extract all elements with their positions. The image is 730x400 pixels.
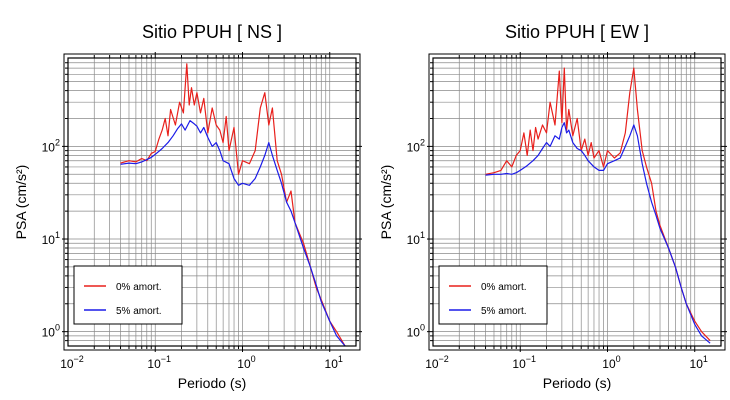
x-tick-label: 10−2	[60, 354, 84, 371]
outer-border	[63, 53, 361, 351]
y-tick-label: 101	[407, 230, 425, 247]
series-line-damped	[120, 119, 346, 346]
legend-box	[73, 265, 183, 325]
y-tick-label-exponent: 1	[55, 230, 60, 240]
y-tick-label: 102	[407, 137, 425, 154]
x-tick-label-base: 10	[690, 357, 704, 371]
y-tick-label: 102	[42, 137, 60, 154]
x-tick-label: 10−1	[147, 354, 171, 371]
x-tick-label-exponent: −1	[161, 354, 171, 364]
x-tick-label-exponent: −1	[526, 354, 536, 364]
x-tick-label-base: 10	[147, 357, 161, 371]
series-line-damped	[485, 122, 711, 344]
grid	[68, 58, 356, 346]
x-tick-label-base: 10	[60, 357, 74, 371]
y-axis-label: PSA (cm/s²)	[378, 165, 394, 240]
legend-label: 5% amort.	[116, 306, 162, 317]
y-tick-label: 100	[42, 323, 60, 340]
legend-box	[438, 265, 548, 325]
series-group	[485, 67, 711, 344]
x-tick-label-exponent: 0	[251, 354, 256, 364]
y-axis-label: PSA (cm/s²)	[13, 165, 29, 240]
chart-title: Sitio PPUH [ NS ]	[142, 22, 282, 42]
y-tick-label-exponent: 0	[420, 323, 425, 333]
axis-frame	[427, 52, 727, 352]
legend-label: 0% amort.	[116, 282, 162, 293]
y-tick-label-base: 10	[407, 233, 421, 247]
legend-label: 0% amort.	[481, 282, 527, 293]
x-tick-label: 100	[237, 354, 255, 371]
series-group	[120, 63, 346, 346]
chart-panel-1: Sitio PPUH [ NS ]10−2 10−1 100 101100101102…	[13, 22, 362, 391]
plot-border	[432, 57, 722, 347]
x-tick-label-exponent: −2	[439, 354, 449, 364]
series-line-undamped	[120, 63, 346, 346]
chart-panel-2: Sitio PPUH [ EW ]10−2 10−1 100 101100101102…	[378, 22, 727, 391]
x-tick-label-base: 10	[237, 357, 251, 371]
x-tick-label-base: 10	[325, 357, 339, 371]
x-tick-label: 10−2	[425, 354, 449, 371]
legend-label: 5% amort.	[481, 306, 527, 317]
x-tick-label: 100	[602, 354, 620, 371]
legend: 0% amort. 5% amort.	[73, 265, 183, 325]
y-tick-label-exponent: 1	[420, 230, 425, 240]
plot-border	[67, 57, 357, 347]
x-tick-label-exponent: 1	[338, 354, 343, 364]
y-tick-label-base: 10	[407, 140, 421, 154]
y-tick-label-base: 10	[407, 326, 421, 340]
chart-title: Sitio PPUH [ EW ]	[505, 22, 649, 42]
x-tick-label-exponent: 1	[703, 354, 708, 364]
x-axis-label: Periodo (s)	[178, 375, 246, 391]
x-axis-label: Periodo (s)	[543, 375, 611, 391]
x-tick-label-base: 10	[512, 357, 526, 371]
x-tick-label: 10−1	[512, 354, 536, 371]
series-line-undamped	[485, 67, 711, 342]
x-tick-label-exponent: 0	[616, 354, 621, 364]
axis-frame	[62, 52, 362, 352]
y-tick-label-exponent: 2	[420, 137, 425, 147]
outer-border	[428, 53, 726, 351]
x-tick-label-exponent: −2	[74, 354, 84, 364]
y-tick-label-exponent: 2	[55, 137, 60, 147]
y-tick-label: 100	[407, 323, 425, 340]
y-tick-label-base: 10	[42, 233, 56, 247]
x-tick-label-base: 10	[425, 357, 439, 371]
y-tick-label-exponent: 0	[55, 323, 60, 333]
y-tick-label: 101	[42, 230, 60, 247]
y-tick-label-base: 10	[42, 326, 56, 340]
x-tick-label: 101	[325, 354, 343, 371]
x-tick-label: 101	[690, 354, 708, 371]
y-tick-label-base: 10	[42, 140, 56, 154]
x-tick-label-base: 10	[602, 357, 616, 371]
legend: 0% amort. 5% amort.	[438, 265, 548, 325]
